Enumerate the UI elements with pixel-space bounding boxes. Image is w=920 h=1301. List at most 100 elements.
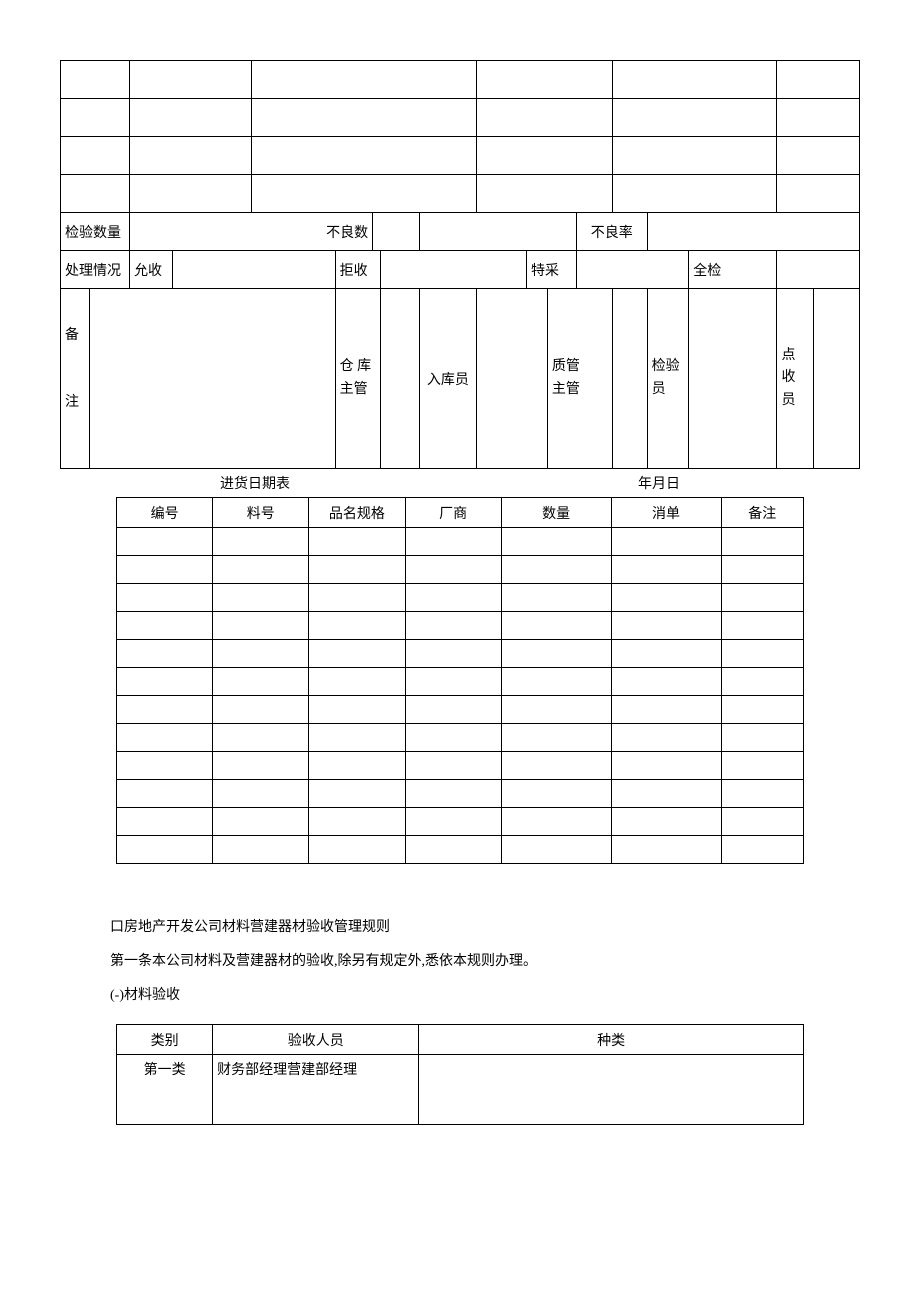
table-cell [117,612,213,640]
table-cell [309,836,405,864]
personnel-cell: 财务部经理营建部经理 [213,1055,419,1125]
table-cell [721,668,804,696]
paragraph-3: (-)材料验收 [110,982,830,1010]
table-cell [501,668,611,696]
table-cell [309,752,405,780]
col-header: 数量 [501,498,611,528]
table-cell [611,696,721,724]
col-header: 消单 [611,498,721,528]
table-cell [405,780,501,808]
table-cell [501,724,611,752]
table-cell [721,836,804,864]
table-cell [405,836,501,864]
inspection-qty-label: 检验数量 [61,213,130,251]
table-cell [611,836,721,864]
table-cell [405,752,501,780]
receiver-value [814,289,860,469]
table-cell [721,780,804,808]
stock-in-value [477,289,548,469]
col-header: 品名规格 [309,498,405,528]
table-row [117,584,804,612]
table-cell [213,724,309,752]
table-cell [501,752,611,780]
table-row [117,556,804,584]
col-header: 厂商 [405,498,501,528]
table-row [117,668,804,696]
table-row [117,528,804,556]
defect-count-label: 不良数 [326,226,368,241]
table-cell [117,584,213,612]
table-cell [611,584,721,612]
table-cell [611,808,721,836]
table-header-row: 类别 验收人员 种类 [117,1025,804,1055]
table-cell [721,696,804,724]
table-cell [117,528,213,556]
table-cell [501,808,611,836]
paragraph-1: 口房地产开发公司材料营建器材验收管理规则 [110,914,830,942]
table-row [117,780,804,808]
accept-value [173,251,335,289]
table-cell [611,612,721,640]
inspector-label: 检验 员 [647,289,689,469]
table-cell [721,808,804,836]
table-cell [721,612,804,640]
table-cell [501,696,611,724]
table-cell [117,668,213,696]
table2-title-row: 进货日期表 年月日 [60,469,860,497]
table-cell [721,752,804,780]
types-cell [419,1055,804,1125]
table-cell [721,556,804,584]
table-cell [309,668,405,696]
table-cell [501,780,611,808]
table-cell [213,752,309,780]
table-cell [405,668,501,696]
reject-label: 拒收 [335,251,381,289]
inspection-table: 检验数量 不良数 不良率 处理情况 允收 拒收 特采 全检 备 注 仓 库 主管… [60,60,860,469]
table-cell [721,528,804,556]
full-inspect-label: 全检 [689,251,777,289]
table-cell [501,836,611,864]
col-header: 种类 [419,1025,804,1055]
qc-mgr-value [612,289,647,469]
table-cell [309,696,405,724]
table-cell [611,528,721,556]
col-header: 验收人员 [213,1025,419,1055]
defect-rate-label: 不良率 [576,213,647,251]
table-cell [405,584,501,612]
table-cell [611,556,721,584]
table-cell [117,808,213,836]
table-cell [213,640,309,668]
defect-count-value [373,213,420,251]
table-row [117,808,804,836]
table-cell [721,584,804,612]
table-cell [117,724,213,752]
inspection-gap [419,213,576,251]
table-cell [213,696,309,724]
inspector-value [689,289,777,469]
table-cell [501,584,611,612]
table-cell [611,724,721,752]
qc-mgr-label: 质管 主管 [547,289,612,469]
table-cell [405,640,501,668]
arrival-table: 编号 料号 品名规格 厂商 数量 消单 备注 [116,497,804,864]
paragraph-2: 第一条本公司材料及营建器材的验收,除另有规定外,悉依本规则办理。 [110,948,830,976]
table-cell [213,528,309,556]
table-row [117,612,804,640]
table2-title-left: 进货日期表 [220,473,290,493]
table-row [117,836,804,864]
paragraph-block: 口房地产开发公司材料营建器材验收管理规则 第一条本公司材料及营建器材的验收,除另… [60,864,860,1022]
col-header: 料号 [213,498,309,528]
table-cell [611,640,721,668]
defect-count-label-cell: 不良数 [130,213,373,251]
table-cell [309,556,405,584]
table-cell [721,640,804,668]
table-cell [501,528,611,556]
table-cell [213,668,309,696]
col-header: 编号 [117,498,213,528]
table-cell [213,556,309,584]
category-cell: 第一类 [117,1055,213,1125]
table-row: 第一类 财务部经理营建部经理 [117,1055,804,1125]
accept-label: 允收 [130,251,173,289]
col-header: 备注 [721,498,804,528]
table-row [117,696,804,724]
